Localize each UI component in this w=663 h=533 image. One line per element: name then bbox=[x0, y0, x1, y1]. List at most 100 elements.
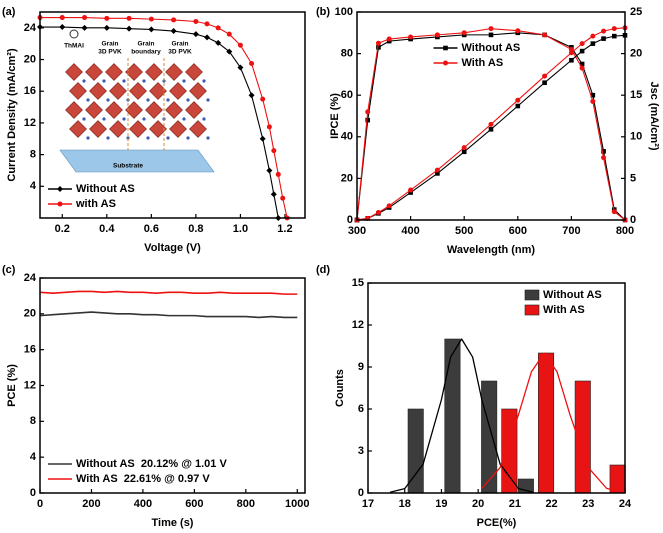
lattice-atom bbox=[182, 79, 186, 83]
lattice-octahedron bbox=[129, 120, 147, 138]
y-tick-label: 8 bbox=[30, 415, 36, 427]
lattice-octahedron bbox=[89, 120, 107, 138]
substrate bbox=[59, 149, 215, 173]
legend-marker bbox=[443, 60, 448, 66]
lattice-octahedron bbox=[109, 120, 127, 138]
series-line bbox=[356, 32, 626, 221]
lattice-octahedron bbox=[89, 82, 107, 100]
lattice-octahedron bbox=[169, 82, 187, 100]
marker bbox=[81, 24, 88, 31]
bar bbox=[444, 338, 461, 494]
marker bbox=[271, 148, 277, 154]
lattice-octahedron bbox=[69, 120, 87, 138]
y-tick-label: 24 bbox=[24, 272, 37, 284]
y-axis-title: IPCE (%) bbox=[329, 93, 341, 139]
x-tick-label: 600 bbox=[185, 498, 203, 510]
x-tick-label: 1000 bbox=[285, 498, 309, 510]
lattice-octahedron bbox=[165, 101, 183, 119]
x-tick-label: 700 bbox=[562, 225, 580, 237]
x-axis-title: Time (s) bbox=[152, 517, 194, 529]
marker bbox=[515, 28, 521, 34]
marker bbox=[204, 21, 210, 27]
y-tick-label: 24 bbox=[24, 22, 37, 34]
legend-label: with AS bbox=[75, 198, 116, 210]
lattice-atom bbox=[146, 98, 150, 102]
series-line bbox=[481, 352, 626, 494]
x-tick-label: 0 bbox=[37, 498, 43, 510]
marker bbox=[171, 17, 177, 23]
marker bbox=[569, 57, 574, 63]
marker bbox=[461, 149, 467, 155]
marker bbox=[365, 117, 371, 123]
marker bbox=[488, 121, 494, 127]
marker bbox=[434, 167, 440, 173]
marker bbox=[590, 98, 596, 104]
series-line bbox=[389, 338, 534, 493]
lattice-atom bbox=[186, 136, 190, 140]
marker bbox=[579, 41, 585, 47]
y-tick-label: 6 bbox=[358, 403, 364, 415]
marker bbox=[375, 210, 381, 216]
y-axis-title: PCE (%) bbox=[6, 364, 18, 407]
marker bbox=[59, 15, 65, 21]
series-line bbox=[356, 27, 626, 221]
marker bbox=[192, 31, 199, 38]
lattice-atom bbox=[186, 98, 190, 102]
x-tick-label: 600 bbox=[509, 225, 527, 237]
marker bbox=[82, 15, 88, 21]
molecule bbox=[69, 29, 79, 39]
x-tick-label: 400 bbox=[401, 225, 419, 237]
marker bbox=[590, 33, 596, 39]
lattice-octahedron bbox=[165, 63, 183, 81]
marker bbox=[259, 135, 266, 142]
y2-tick-label: 25 bbox=[630, 6, 642, 18]
marker bbox=[515, 97, 521, 103]
lattice-octahedron bbox=[145, 101, 163, 119]
legend-label: With AS bbox=[543, 304, 585, 316]
y-tick-label: 9 bbox=[358, 361, 364, 373]
x-tick-label: 200 bbox=[82, 498, 100, 510]
lattice-octahedron bbox=[185, 101, 203, 119]
marker bbox=[408, 187, 414, 193]
marker bbox=[579, 61, 585, 67]
marker bbox=[103, 24, 110, 31]
marker bbox=[59, 24, 66, 31]
marker bbox=[249, 61, 255, 66]
x-tick-label: 1.2 bbox=[277, 223, 292, 235]
bar bbox=[501, 408, 518, 494]
x-axis-title: PCE(%) bbox=[477, 517, 517, 529]
legend-marker bbox=[57, 186, 63, 192]
lattice-octahedron bbox=[189, 82, 207, 100]
lattice-atom bbox=[142, 117, 146, 121]
legend-label: Without AS bbox=[543, 289, 602, 301]
lattice-atom bbox=[86, 136, 90, 140]
marker bbox=[204, 34, 211, 41]
lattice-atom bbox=[206, 136, 210, 140]
marker bbox=[461, 30, 467, 36]
marker bbox=[148, 26, 155, 33]
x-tick-label: 19 bbox=[435, 498, 447, 510]
lattice-octahedron bbox=[129, 82, 147, 100]
y-tick-label: 0 bbox=[358, 487, 364, 499]
marker bbox=[515, 103, 521, 109]
lattice-octahedron bbox=[105, 63, 123, 81]
bar bbox=[609, 464, 626, 494]
lattice-octahedron bbox=[125, 101, 143, 119]
marker bbox=[590, 92, 596, 98]
y2-axis-title: Jsc (mA/cm²) bbox=[648, 81, 660, 150]
y-tick-label: 16 bbox=[24, 344, 36, 356]
y-tick-label: 12 bbox=[24, 379, 36, 391]
marker bbox=[215, 39, 222, 46]
marker bbox=[408, 34, 414, 40]
marker bbox=[266, 167, 273, 174]
marker bbox=[488, 127, 494, 132]
x-tick-label: 18 bbox=[399, 498, 411, 510]
marker bbox=[542, 32, 548, 38]
inset-label: ThMAI bbox=[64, 43, 84, 50]
marker bbox=[568, 50, 574, 56]
marker bbox=[542, 80, 547, 86]
lattice-octahedron bbox=[149, 120, 167, 138]
lattice-octahedron bbox=[85, 63, 103, 81]
panel-label: (b) bbox=[316, 6, 330, 18]
